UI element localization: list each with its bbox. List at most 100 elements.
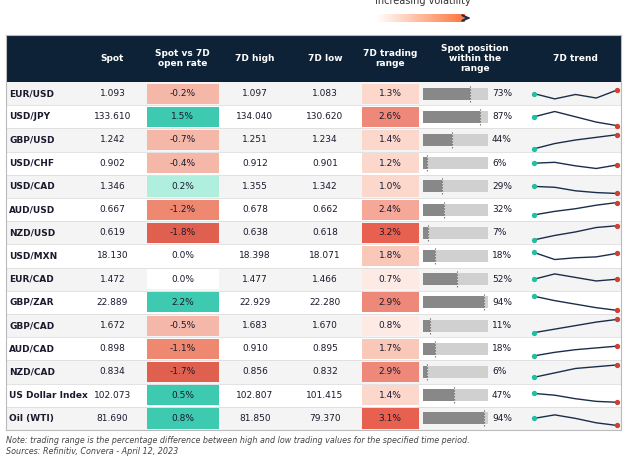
Bar	[362, 153, 418, 173]
Text: 102.807: 102.807	[236, 391, 273, 400]
Text: 1.251: 1.251	[242, 136, 268, 145]
Text: 101.415: 101.415	[307, 391, 344, 400]
Bar	[6, 360, 621, 384]
Bar	[446, 14, 447, 22]
Text: 52%: 52%	[492, 275, 512, 284]
Bar	[147, 292, 218, 313]
Text: 1.477: 1.477	[242, 275, 268, 284]
Text: 0.619: 0.619	[100, 228, 125, 238]
Text: 0.0%: 0.0%	[171, 275, 194, 284]
Text: 11%: 11%	[492, 321, 512, 330]
Text: 94%: 94%	[492, 414, 512, 423]
Text: 0.662: 0.662	[312, 205, 338, 214]
Bar	[453, 14, 455, 22]
Text: Sources: Refinitiv, Convera - April 12, 2023: Sources: Refinitiv, Convera - April 12, …	[6, 447, 178, 456]
Text: GBP/USD: GBP/USD	[9, 136, 55, 145]
Bar	[440, 14, 441, 22]
Bar	[147, 316, 218, 336]
Bar	[362, 83, 418, 104]
Bar	[147, 130, 218, 150]
Bar	[432, 14, 433, 22]
Text: 2.6%: 2.6%	[379, 112, 401, 121]
Bar	[402, 14, 404, 22]
Text: Oil (WTI): Oil (WTI)	[9, 414, 54, 423]
Bar	[362, 362, 418, 382]
Bar	[420, 14, 421, 22]
Bar	[423, 157, 427, 169]
Text: USD/CHF: USD/CHF	[9, 159, 54, 168]
Text: 7D high: 7D high	[235, 54, 275, 63]
Bar	[456, 14, 458, 22]
Text: GBP/CAD: GBP/CAD	[9, 321, 55, 330]
Bar	[389, 14, 390, 22]
Bar	[362, 130, 418, 150]
Bar	[401, 14, 402, 22]
Bar	[423, 343, 435, 355]
Bar	[443, 14, 444, 22]
Bar	[375, 14, 376, 22]
Bar	[6, 82, 621, 105]
Bar	[423, 250, 435, 262]
Text: 81.690: 81.690	[97, 414, 129, 423]
Bar	[436, 14, 438, 22]
Bar	[362, 385, 418, 405]
Text: 22.280: 22.280	[309, 298, 340, 307]
Text: 1.5%: 1.5%	[171, 112, 194, 121]
Text: 1.355: 1.355	[242, 182, 268, 191]
Text: 102.073: 102.073	[94, 391, 131, 400]
Bar	[6, 337, 621, 360]
Text: 1.466: 1.466	[312, 275, 338, 284]
Bar	[408, 14, 409, 22]
Bar	[381, 14, 382, 22]
Bar	[147, 83, 218, 104]
Bar	[147, 199, 218, 220]
Bar	[429, 14, 431, 22]
Text: 0.618: 0.618	[312, 228, 338, 238]
Bar	[6, 291, 621, 314]
Text: 1.234: 1.234	[312, 136, 338, 145]
Bar	[147, 223, 218, 243]
Bar	[426, 14, 428, 22]
Text: 18.071: 18.071	[309, 251, 341, 260]
Bar	[411, 14, 413, 22]
Text: 0.5%: 0.5%	[171, 391, 194, 400]
Text: 3.2%: 3.2%	[379, 228, 401, 238]
Text: 47%: 47%	[492, 391, 512, 400]
Bar	[387, 14, 389, 22]
Text: 1.7%: 1.7%	[379, 344, 401, 353]
Bar	[6, 407, 621, 430]
Text: US Dollar Index: US Dollar Index	[9, 391, 88, 400]
Bar	[424, 14, 426, 22]
Bar	[438, 14, 440, 22]
Text: -1.7%: -1.7%	[169, 367, 196, 377]
Bar	[441, 14, 443, 22]
Text: 0.902: 0.902	[100, 159, 125, 168]
Text: USD/JPY: USD/JPY	[9, 112, 50, 121]
Bar	[423, 412, 484, 425]
Text: USD/MXN: USD/MXN	[9, 251, 57, 260]
Text: 1.683: 1.683	[242, 321, 268, 330]
Bar	[147, 408, 218, 428]
Bar	[379, 14, 381, 22]
Text: 32%: 32%	[492, 205, 512, 214]
Bar	[423, 227, 428, 239]
Bar	[386, 14, 387, 22]
Text: Note: trading range is the percentage difference between high and low trading va: Note: trading range is the percentage di…	[6, 436, 470, 445]
Text: -0.4%: -0.4%	[169, 159, 196, 168]
Bar	[423, 157, 488, 169]
Bar	[435, 14, 436, 22]
Text: 94%: 94%	[492, 298, 512, 307]
Text: EUR/CAD: EUR/CAD	[9, 275, 54, 284]
Text: 1.2%: 1.2%	[379, 159, 401, 168]
Bar	[390, 14, 391, 22]
Bar	[405, 14, 406, 22]
Text: 1.8%: 1.8%	[379, 251, 401, 260]
Bar	[362, 246, 418, 266]
Bar	[423, 273, 457, 285]
Text: 79.370: 79.370	[309, 414, 341, 423]
Text: 22.929: 22.929	[240, 298, 271, 307]
Bar	[423, 88, 488, 99]
Text: 22.889: 22.889	[97, 298, 128, 307]
Bar	[6, 221, 621, 244]
Bar	[391, 14, 393, 22]
